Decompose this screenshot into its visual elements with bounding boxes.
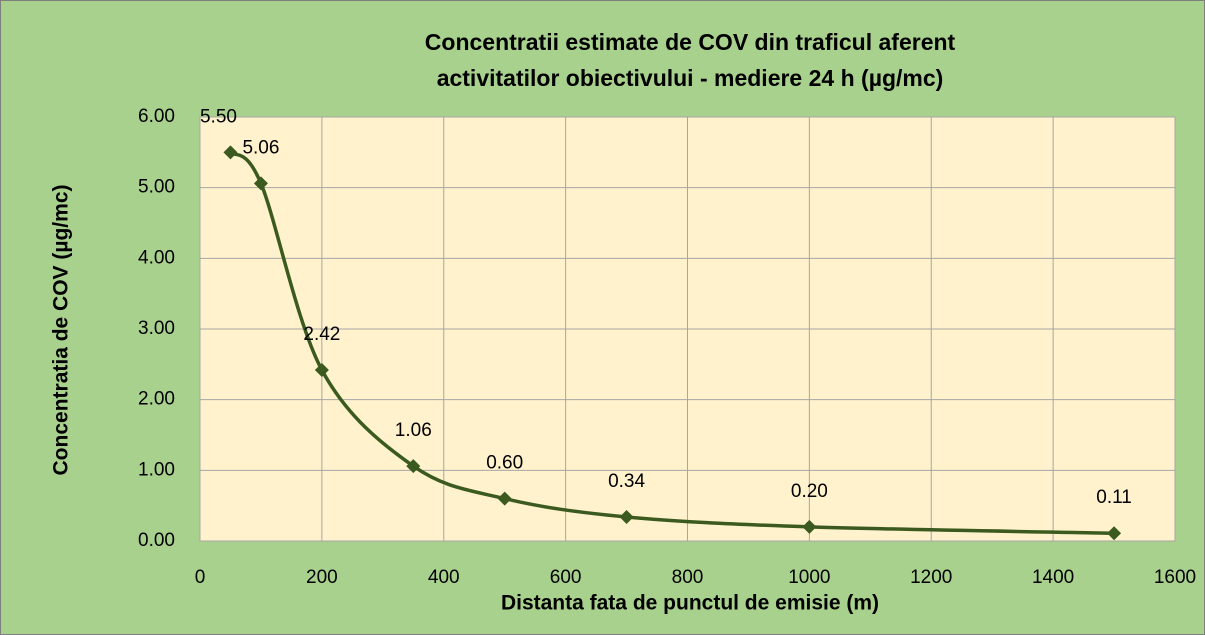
y-tick-label: 0.00 (138, 530, 175, 551)
plot-border (199, 116, 1176, 542)
x-axis-title: Distanta fata de punctul de emisie (m) (501, 592, 879, 615)
y-tick-label: 3.00 (138, 318, 175, 339)
data-label: 0.11 (1096, 487, 1132, 508)
x-tick-label: 1600 (1154, 567, 1196, 588)
y-tick-label: 5.00 (138, 177, 175, 198)
x-tick-label: 1200 (910, 567, 952, 588)
data-label: 2.42 (303, 324, 340, 345)
data-label: 1.06 (395, 420, 432, 441)
data-point (253, 176, 268, 191)
y-tick-label: 2.00 (138, 389, 175, 410)
data-label: 0.34 (608, 471, 645, 492)
data-label: 0.20 (791, 481, 828, 502)
chart-title: activitatilor obiectivului - mediere 24 … (437, 65, 944, 91)
x-tick-label: 1400 (1032, 567, 1074, 588)
y-axis-title: Concentratia de COV (µg/mc) (50, 185, 73, 476)
y-tick-label: 4.00 (138, 247, 175, 268)
data-point (1107, 526, 1122, 541)
chart-title: Concentratii estimate de COV din traficu… (425, 29, 956, 55)
y-tick-label: 6.00 (138, 106, 175, 127)
data-point (802, 519, 817, 534)
x-tick-label: 400 (428, 567, 460, 588)
x-tick-label: 600 (550, 567, 582, 588)
data-label: 5.06 (242, 137, 279, 158)
y-tick-label: 1.00 (138, 459, 175, 480)
x-tick-label: 1000 (788, 567, 830, 588)
data-point (223, 145, 238, 160)
x-tick-label: 800 (672, 567, 704, 588)
data-label: 5.50 (200, 106, 237, 127)
data-label: 0.60 (486, 453, 523, 474)
data-point (314, 362, 329, 377)
data-point (619, 509, 634, 524)
x-tick-label: 200 (306, 567, 338, 588)
data-point (497, 491, 512, 506)
data-point (406, 459, 421, 474)
x-tick-label: 0 (195, 567, 206, 588)
